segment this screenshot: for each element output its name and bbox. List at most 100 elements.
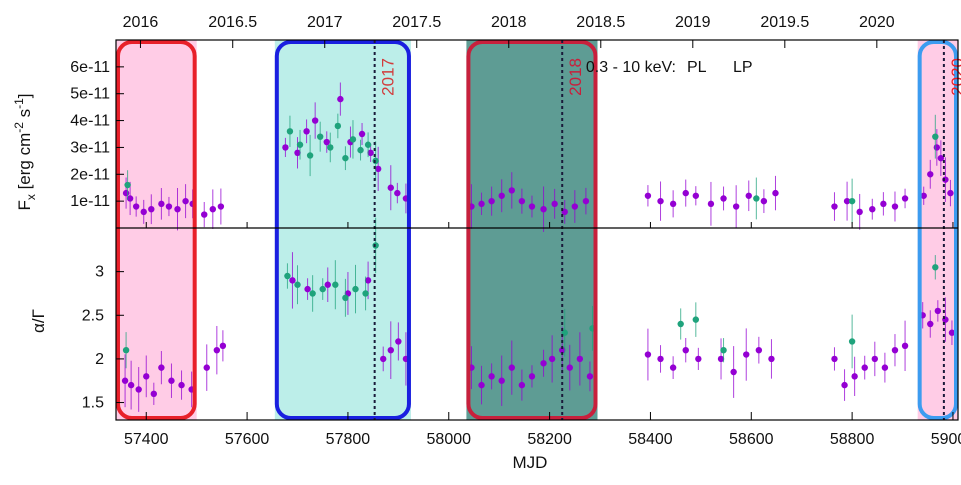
data-point-lp xyxy=(327,144,334,151)
data-point-pl xyxy=(732,203,740,210)
data-point-lp xyxy=(332,281,339,288)
data-point-lp xyxy=(932,264,939,271)
data-point-pl xyxy=(508,364,515,371)
plot-frame: 2017 2018 2020 xyxy=(115,39,961,421)
data-point-pl xyxy=(158,364,165,371)
data-point-pl xyxy=(174,206,181,213)
legend-entry-pl: PL xyxy=(687,59,707,76)
region-label-2018: 2018 xyxy=(566,58,585,96)
data-point-pl xyxy=(947,189,954,197)
data-point-pl xyxy=(358,130,366,138)
y-title-unit: [erg cm xyxy=(15,133,34,194)
data-points xyxy=(121,82,956,412)
data-point-pl xyxy=(540,206,547,213)
x-tick-label: 58800 xyxy=(830,431,875,448)
data-point-pl xyxy=(323,138,330,146)
x-tick-label: 57600 xyxy=(225,431,270,448)
data-point-pl xyxy=(717,355,725,363)
data-point-pl xyxy=(559,346,566,354)
data-point-pl xyxy=(540,360,547,367)
data-point-pl xyxy=(571,203,579,210)
year-tick-label: 2020 xyxy=(859,14,895,31)
y-title-exp2: -1 xyxy=(12,98,26,109)
data-point-pl xyxy=(657,355,664,363)
x-tick-label: 57800 xyxy=(326,431,371,448)
data-point-pl xyxy=(768,355,775,363)
data-point-pl xyxy=(374,165,382,173)
data-point-pl xyxy=(745,192,752,199)
data-point-lp xyxy=(720,346,727,354)
y-title-main: F xyxy=(15,200,34,210)
data-point-pl xyxy=(657,197,664,205)
axes-box xyxy=(115,39,959,421)
data-point-pl xyxy=(387,346,394,354)
data-point-pl xyxy=(488,373,495,380)
legend-prefix: 0.3 - 10 keV: xyxy=(586,59,676,76)
data-point-pl xyxy=(856,208,863,216)
data-point-pl xyxy=(871,355,879,363)
y-tick-label-bottom: 3 xyxy=(95,264,104,281)
data-point-pl xyxy=(528,203,536,210)
data-point-pl xyxy=(682,189,689,197)
data-point-pl xyxy=(948,329,956,336)
data-point-lp xyxy=(342,154,349,162)
data-point-pl xyxy=(213,346,221,354)
data-point-pl xyxy=(682,346,689,354)
data-point-lp xyxy=(848,197,856,205)
data-point-pl xyxy=(760,197,768,205)
data-point-lp xyxy=(286,128,294,135)
data-point-pl xyxy=(669,200,677,208)
y-tick-label-top: 5e-11 xyxy=(70,86,110,103)
x-tick-label: 58000 xyxy=(427,431,472,448)
data-point-pl xyxy=(294,149,301,156)
data-point-pl xyxy=(772,189,779,197)
data-point-pl xyxy=(498,377,505,384)
x-axis-title: MJD xyxy=(513,453,548,472)
region-border-3 xyxy=(917,40,959,420)
data-point-pl xyxy=(566,364,573,371)
data-point-pl xyxy=(282,144,289,151)
data-point-pl xyxy=(498,192,505,199)
legend-entry-lp: LP xyxy=(733,59,753,76)
region-fill-2 xyxy=(466,40,598,420)
x-tick-label: 58200 xyxy=(527,431,572,448)
data-point-pl xyxy=(122,189,130,197)
data-point-lp xyxy=(296,141,304,148)
data-point-pl xyxy=(582,197,590,205)
x-tick-label: 59000 xyxy=(931,431,961,448)
data-point-lp xyxy=(372,157,379,165)
data-point-lp xyxy=(122,346,130,354)
data-point-pl xyxy=(380,355,387,363)
data-point-pl xyxy=(644,351,652,358)
data-point-pl xyxy=(127,381,135,389)
data-point-pl xyxy=(755,346,763,354)
data-point-pl xyxy=(851,373,858,380)
data-point-lp xyxy=(932,133,939,140)
year-tick-label: 2018.5 xyxy=(576,14,625,31)
data-point-pl xyxy=(548,355,556,363)
data-point-lp xyxy=(352,285,359,293)
data-point-pl xyxy=(135,386,142,393)
data-point-pl xyxy=(126,195,134,202)
data-point-pl xyxy=(576,355,584,363)
y-tick-label-top: 1e-11 xyxy=(70,193,110,210)
data-point-lp xyxy=(316,133,324,140)
data-point-lp xyxy=(334,122,342,130)
data-point-pl xyxy=(880,200,887,208)
data-point-pl xyxy=(121,377,129,384)
year-tick-label: 2016.5 xyxy=(208,14,257,31)
region-label-2020: 2020 xyxy=(948,58,961,96)
data-point-lp xyxy=(306,152,314,159)
y-tick-label-bottom: 2.5 xyxy=(82,307,104,324)
year-tick-label: 2018 xyxy=(491,14,527,31)
data-point-pl xyxy=(901,195,909,202)
data-point-lp xyxy=(124,181,131,189)
data-point-pl xyxy=(168,377,175,384)
data-point-pl xyxy=(881,364,889,371)
data-point-pl xyxy=(869,206,876,213)
region-fill-3 xyxy=(917,40,958,420)
top-y-axis-title: Fx [erg cm-2 s-1] xyxy=(12,93,38,210)
x-tick-label: 57400 xyxy=(124,431,169,448)
data-point-pl xyxy=(743,351,750,358)
